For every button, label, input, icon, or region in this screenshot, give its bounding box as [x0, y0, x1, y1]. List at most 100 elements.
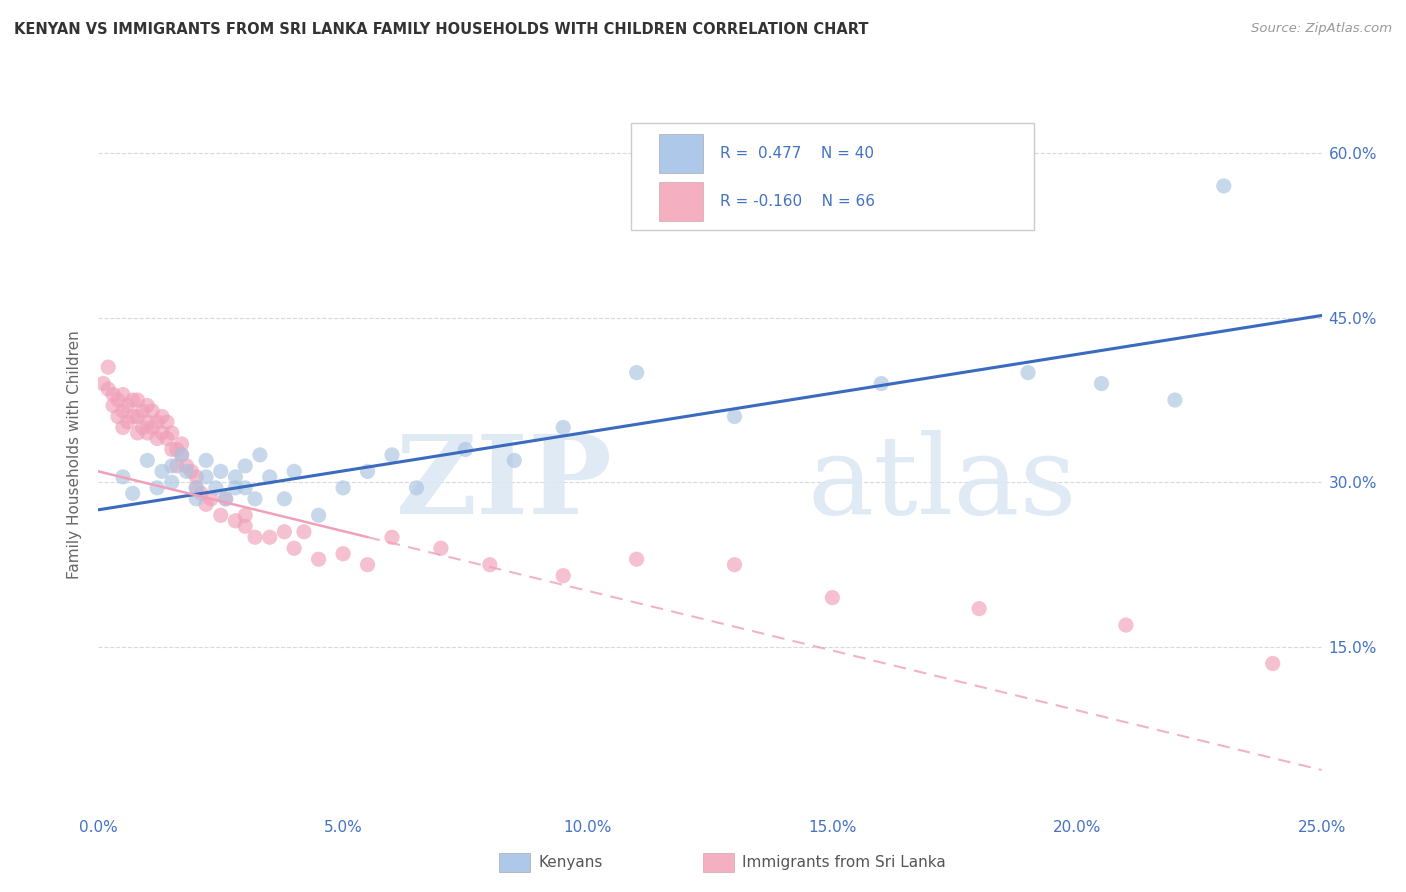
Point — [156, 432, 179, 446]
Point — [117, 399, 139, 413]
Point — [131, 404, 153, 418]
Point — [160, 425, 183, 440]
Point — [503, 453, 526, 467]
Point — [150, 464, 173, 478]
Point — [121, 409, 143, 424]
Point — [170, 448, 193, 462]
Point — [127, 409, 149, 424]
Point — [111, 404, 134, 418]
Point — [224, 470, 246, 484]
Point — [176, 458, 198, 473]
Point — [283, 464, 305, 478]
Point — [101, 387, 124, 401]
Point — [1090, 376, 1112, 391]
Point — [454, 442, 477, 457]
Point — [870, 376, 893, 391]
Point — [249, 448, 271, 462]
Point — [195, 453, 218, 467]
Point — [273, 491, 295, 506]
Point — [180, 464, 202, 478]
Point — [160, 458, 183, 473]
Point — [243, 530, 266, 544]
Point — [127, 392, 149, 407]
Point — [186, 470, 208, 484]
Point — [1164, 392, 1187, 407]
Point — [136, 425, 159, 440]
Point — [243, 491, 266, 506]
Point — [107, 392, 129, 407]
Point — [166, 458, 188, 473]
Text: KENYAN VS IMMIGRANTS FROM SRI LANKA FAMILY HOUSEHOLDS WITH CHILDREN CORRELATION : KENYAN VS IMMIGRANTS FROM SRI LANKA FAMI… — [14, 22, 869, 37]
Point — [356, 464, 378, 478]
Text: Kenyans: Kenyans — [538, 855, 603, 870]
Point — [146, 432, 169, 446]
Point — [553, 420, 575, 434]
Point — [967, 601, 990, 615]
Point — [209, 464, 232, 478]
Point — [176, 464, 198, 478]
Point — [107, 409, 129, 424]
Point — [127, 425, 149, 440]
Point — [626, 366, 648, 380]
Point — [214, 491, 236, 506]
Point — [553, 568, 575, 582]
Point — [292, 524, 315, 539]
Point — [160, 475, 183, 490]
FancyBboxPatch shape — [630, 123, 1035, 230]
Point — [101, 399, 124, 413]
Point — [156, 415, 179, 429]
Point — [332, 481, 354, 495]
Point — [478, 558, 501, 572]
Text: atlas: atlas — [808, 430, 1077, 537]
Point — [1212, 178, 1234, 193]
Point — [195, 470, 218, 484]
Point — [136, 399, 159, 413]
Point — [233, 481, 256, 495]
Point — [111, 470, 134, 484]
Bar — [658, 182, 703, 221]
Point — [259, 470, 281, 484]
Point — [186, 481, 208, 495]
Point — [224, 481, 246, 495]
Point — [166, 442, 188, 457]
Point — [111, 387, 134, 401]
Bar — [658, 134, 703, 173]
Point — [209, 508, 232, 523]
Point — [821, 591, 844, 605]
Point — [626, 552, 648, 566]
Y-axis label: Family Households with Children: Family Households with Children — [67, 331, 83, 579]
Point — [160, 442, 183, 457]
Point — [150, 425, 173, 440]
Point — [136, 415, 159, 429]
Point — [97, 382, 120, 396]
Point — [381, 448, 404, 462]
Point — [214, 491, 236, 506]
Point — [117, 415, 139, 429]
Point — [97, 360, 120, 375]
Point — [200, 491, 222, 506]
Point — [121, 486, 143, 500]
Point — [1261, 657, 1284, 671]
Point — [259, 530, 281, 544]
Point — [1017, 366, 1039, 380]
Point — [283, 541, 305, 556]
Point — [91, 376, 114, 391]
Point — [205, 481, 228, 495]
Point — [723, 409, 745, 424]
Point — [233, 508, 256, 523]
Point — [195, 497, 218, 511]
Point — [430, 541, 453, 556]
Point — [273, 524, 295, 539]
Point — [131, 420, 153, 434]
Point — [170, 437, 193, 451]
Point — [224, 514, 246, 528]
Point — [170, 448, 193, 462]
Point — [381, 530, 404, 544]
Point — [141, 420, 163, 434]
Point — [356, 558, 378, 572]
Text: R = -0.160    N = 66: R = -0.160 N = 66 — [720, 194, 875, 209]
Point — [233, 519, 256, 533]
Point — [1115, 618, 1137, 632]
Point — [150, 409, 173, 424]
Point — [332, 547, 354, 561]
